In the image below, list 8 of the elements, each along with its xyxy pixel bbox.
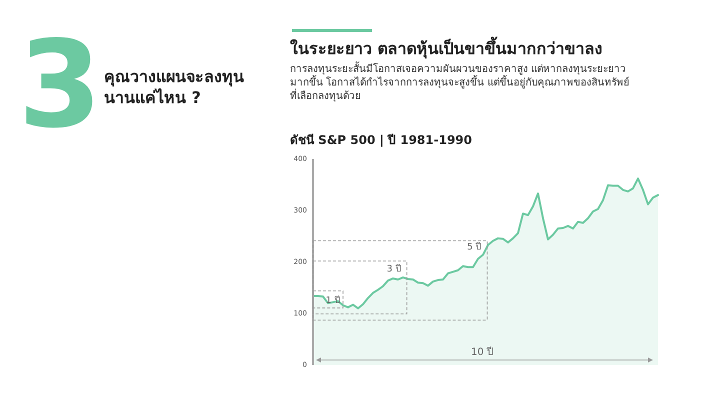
text: คุณวางแผนจะลงทุน นานแค่ไหน ? xyxy=(104,67,244,107)
annotation: 5 ปี xyxy=(467,242,482,253)
text: ในระยะยาว ตลาดหุ้นเป็นขาขึ้นมากกว่าขาลง xyxy=(290,36,603,59)
annotation: 3 ปี xyxy=(386,263,402,274)
chart-title: ดัชนี S&P 500 | ปี 1981-1990 xyxy=(290,133,472,147)
text: 3 xyxy=(18,16,102,155)
chart-subtitle: การลงทุนระยะสั้นมีโอกาสเจอความผันผวนของราคาสูง แต่หากลงทุนระยะยาว มากขึ้น โอกาสได้กำไรจากการลงทุนจะสูงขึ้น แต่ขึ้นอยู่กับคุณภาพของสินทรัพย์ ที่เลือกลงทุนด้วย xyxy=(290,61,630,102)
annotation: 10 ปี xyxy=(471,346,493,358)
